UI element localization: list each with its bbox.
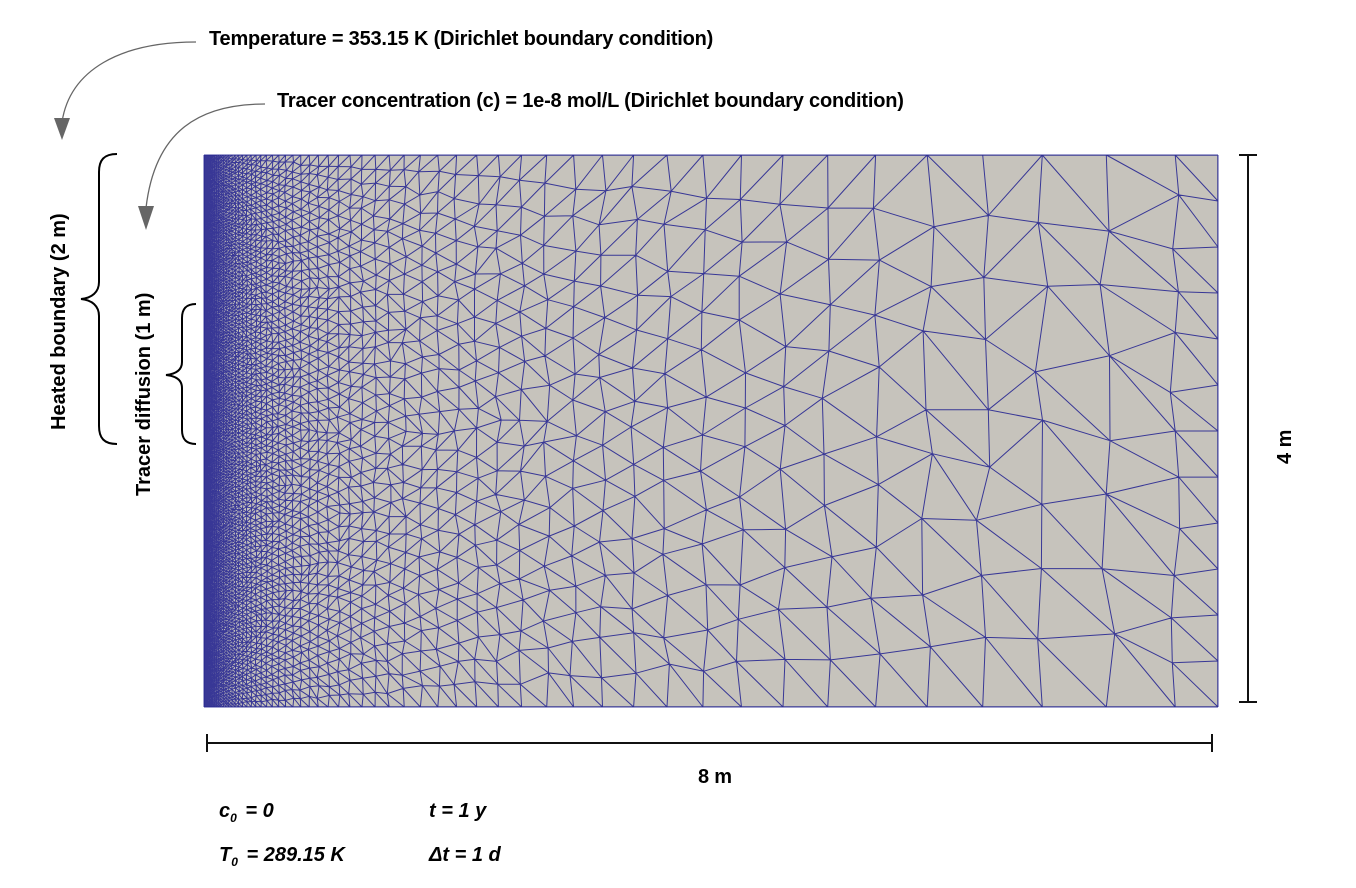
height-dimension-label: 4 m bbox=[1274, 429, 1296, 464]
temperature-bc-label: Temperature = 353.15 K (Dirichlet bounda… bbox=[209, 28, 714, 50]
width-dimension-line bbox=[206, 734, 1213, 752]
height-dimension-line bbox=[1239, 154, 1257, 703]
heated-boundary-label: Heated boundary (2 m) bbox=[48, 213, 70, 430]
tracer-arrow-icon bbox=[138, 103, 266, 230]
tracer-diffusion-brace-icon bbox=[165, 303, 197, 445]
width-dimension-label: 8 m bbox=[698, 766, 732, 788]
initial-temperature: T0 = 289.15 K bbox=[219, 844, 345, 869]
triangular-mesh bbox=[203, 154, 1219, 708]
heated-boundary-brace-icon bbox=[80, 153, 118, 445]
tracer-bc-label: Tracer concentration (c) = 1e-8 mol/L (D… bbox=[277, 90, 904, 112]
mesh-domain bbox=[204, 155, 1218, 707]
initial-concentration: c0 = 0 bbox=[219, 800, 274, 825]
temperature-arrow-icon bbox=[54, 41, 197, 140]
simulation-time: t = 1 y bbox=[429, 800, 487, 822]
time-step: Δt = 1 d bbox=[429, 844, 501, 866]
tracer-diffusion-label: Tracer diffusion (1 m) bbox=[133, 292, 155, 496]
